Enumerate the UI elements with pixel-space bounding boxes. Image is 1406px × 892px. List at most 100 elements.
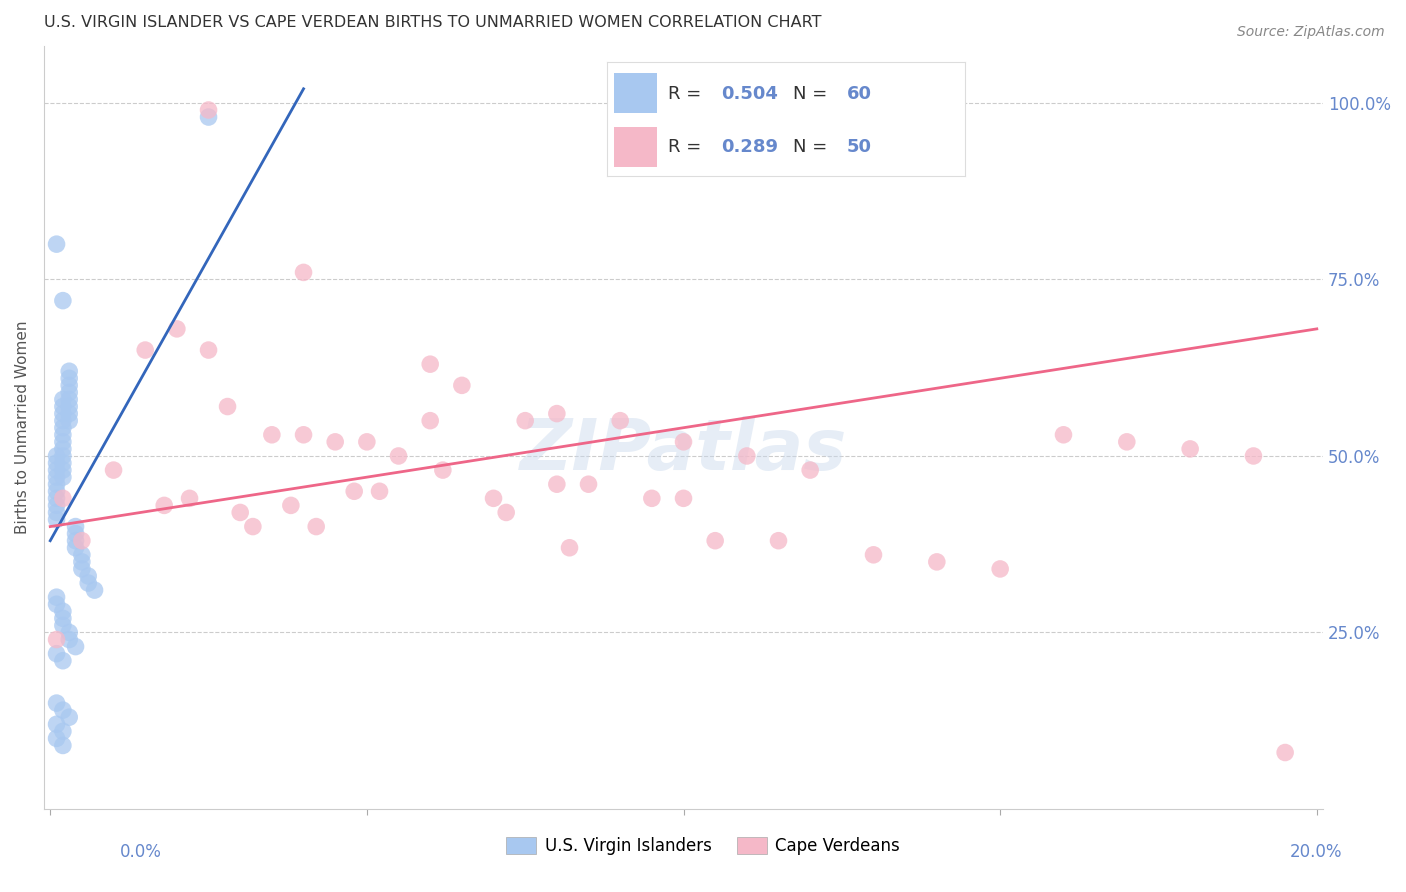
Point bbox=[58, 400, 80, 414]
Point bbox=[197, 110, 219, 124]
Point bbox=[45, 731, 67, 746]
Point bbox=[45, 456, 67, 470]
Point bbox=[450, 378, 472, 392]
Point bbox=[988, 562, 1011, 576]
Point bbox=[45, 499, 67, 513]
Point bbox=[672, 491, 695, 506]
Text: 0.0%: 0.0% bbox=[120, 843, 162, 861]
Point bbox=[45, 449, 67, 463]
Point bbox=[609, 414, 631, 428]
Point bbox=[242, 519, 264, 533]
Y-axis label: Births to Unmarried Women: Births to Unmarried Women bbox=[15, 321, 30, 534]
Point bbox=[70, 555, 93, 569]
Legend: U.S. Virgin Islanders, Cape Verdeans: U.S. Virgin Islanders, Cape Verdeans bbox=[499, 830, 907, 862]
Point bbox=[260, 427, 283, 442]
Point bbox=[45, 477, 67, 491]
Point bbox=[368, 484, 391, 499]
Point bbox=[482, 491, 505, 506]
Point bbox=[52, 293, 75, 308]
Point bbox=[432, 463, 454, 477]
Point bbox=[45, 470, 67, 484]
Point bbox=[419, 414, 441, 428]
Point bbox=[58, 392, 80, 407]
Point bbox=[280, 499, 302, 513]
Point bbox=[52, 427, 75, 442]
Point bbox=[45, 597, 67, 611]
Point bbox=[546, 407, 568, 421]
Point bbox=[45, 505, 67, 519]
Point bbox=[65, 519, 87, 533]
Point bbox=[799, 463, 821, 477]
Text: Source: ZipAtlas.com: Source: ZipAtlas.com bbox=[1237, 25, 1385, 39]
Point bbox=[292, 265, 315, 279]
Point bbox=[45, 237, 67, 252]
Point bbox=[58, 710, 80, 724]
Point bbox=[58, 632, 80, 647]
Point bbox=[45, 463, 67, 477]
Point bbox=[52, 724, 75, 739]
Point bbox=[1274, 746, 1296, 760]
Point bbox=[83, 583, 105, 598]
Point bbox=[52, 407, 75, 421]
Point bbox=[65, 526, 87, 541]
Point bbox=[52, 414, 75, 428]
Point bbox=[515, 414, 537, 428]
Point bbox=[52, 463, 75, 477]
Point bbox=[495, 505, 517, 519]
Point bbox=[52, 449, 75, 463]
Point bbox=[77, 576, 100, 591]
Text: ZIPatlas: ZIPatlas bbox=[520, 416, 848, 485]
Point bbox=[45, 717, 67, 731]
Point bbox=[52, 421, 75, 435]
Point bbox=[52, 392, 75, 407]
Point bbox=[77, 569, 100, 583]
Point bbox=[58, 407, 80, 421]
Point bbox=[735, 449, 758, 463]
Point bbox=[45, 491, 67, 506]
Point bbox=[70, 533, 93, 548]
Point bbox=[65, 533, 87, 548]
Point bbox=[58, 625, 80, 640]
Point bbox=[70, 562, 93, 576]
Point bbox=[323, 434, 346, 449]
Text: U.S. VIRGIN ISLANDER VS CAPE VERDEAN BIRTHS TO UNMARRIED WOMEN CORRELATION CHART: U.S. VIRGIN ISLANDER VS CAPE VERDEAN BIR… bbox=[44, 15, 821, 30]
Point bbox=[768, 533, 790, 548]
Point bbox=[672, 434, 695, 449]
Point bbox=[925, 555, 948, 569]
Point bbox=[52, 604, 75, 618]
Point bbox=[52, 400, 75, 414]
Point bbox=[52, 703, 75, 717]
Point bbox=[65, 541, 87, 555]
Point bbox=[419, 357, 441, 371]
Point bbox=[704, 533, 727, 548]
Point bbox=[52, 470, 75, 484]
Point bbox=[103, 463, 125, 477]
Point bbox=[52, 491, 75, 506]
Point bbox=[153, 499, 176, 513]
Point bbox=[134, 343, 156, 357]
Point bbox=[1115, 434, 1137, 449]
Point bbox=[45, 696, 67, 710]
Point bbox=[387, 449, 409, 463]
Point bbox=[45, 512, 67, 526]
Point bbox=[179, 491, 201, 506]
Point bbox=[305, 519, 328, 533]
Point bbox=[641, 491, 664, 506]
Point bbox=[52, 739, 75, 753]
Point bbox=[52, 611, 75, 625]
Point bbox=[343, 484, 366, 499]
Point bbox=[65, 640, 87, 654]
Point bbox=[58, 371, 80, 385]
Point bbox=[862, 548, 884, 562]
Point bbox=[229, 505, 252, 519]
Point bbox=[58, 378, 80, 392]
Point bbox=[546, 477, 568, 491]
Point bbox=[52, 456, 75, 470]
Point bbox=[45, 632, 67, 647]
Point bbox=[578, 477, 600, 491]
Point bbox=[1052, 427, 1074, 442]
Point bbox=[1178, 442, 1201, 456]
Point bbox=[45, 590, 67, 604]
Point bbox=[558, 541, 581, 555]
Point bbox=[52, 654, 75, 668]
